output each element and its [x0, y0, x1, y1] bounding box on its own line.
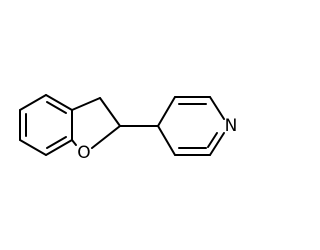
bond-inner	[207, 132, 218, 148]
structure-diagram: O N	[19, 94, 238, 163]
bond	[209, 132, 225, 156]
bond	[157, 125, 176, 156]
bond	[209, 96, 225, 120]
bond	[157, 96, 176, 127]
atom-label: N	[225, 116, 238, 136]
bond-inner	[46, 101, 67, 114]
bond	[19, 139, 47, 156]
bond	[71, 139, 77, 146]
bond-inner	[46, 136, 67, 149]
bond	[71, 97, 101, 111]
bond	[19, 94, 47, 111]
atom-label: O	[77, 143, 90, 163]
bonds	[19, 94, 225, 156]
bond	[99, 97, 121, 127]
bond	[45, 94, 73, 111]
bond	[91, 125, 121, 149]
bond	[45, 139, 73, 156]
